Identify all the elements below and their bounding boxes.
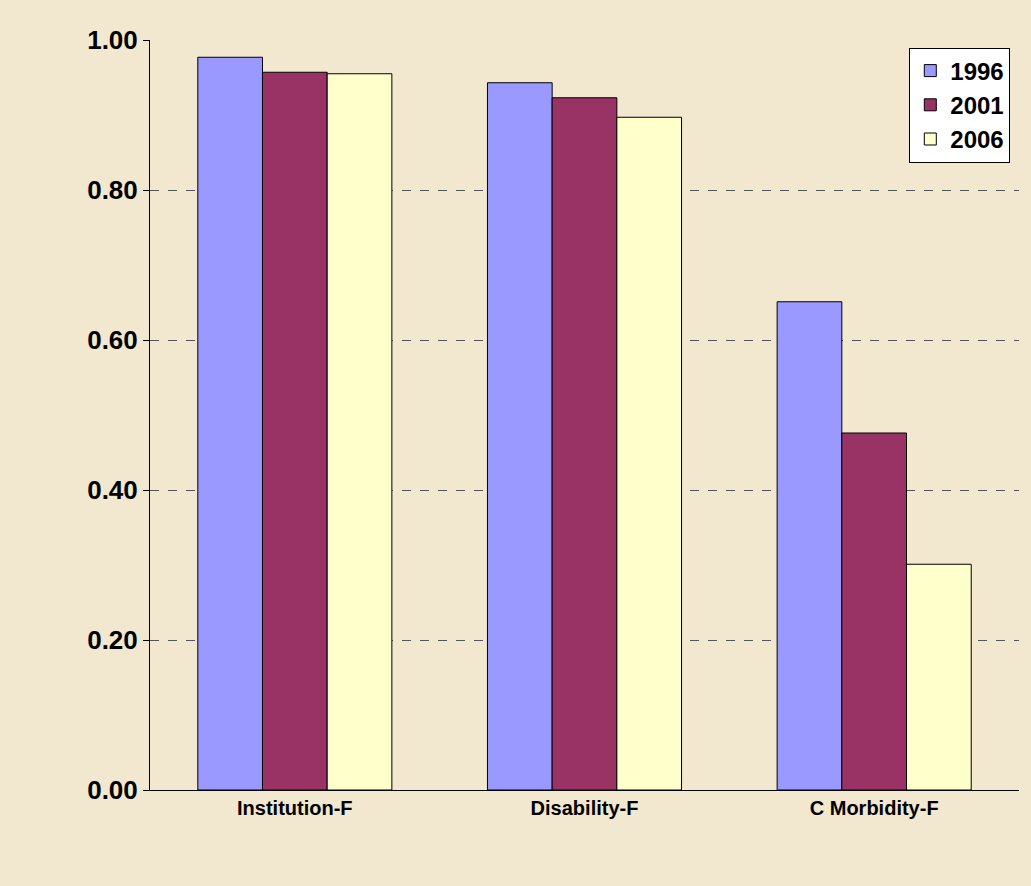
svg-text:0.00: 0.00 — [87, 775, 138, 805]
svg-text:Disability-F: Disability-F — [531, 797, 639, 819]
svg-text:0.80: 0.80 — [87, 175, 138, 205]
svg-text:C Morbidity-F: C Morbidity-F — [810, 797, 939, 819]
svg-text:0.40: 0.40 — [87, 475, 138, 505]
svg-text:2006: 2006 — [950, 126, 1003, 153]
svg-text:Institution-F: Institution-F — [237, 797, 353, 819]
svg-text:1996: 1996 — [950, 58, 1003, 85]
svg-text:1.00: 1.00 — [87, 25, 138, 55]
svg-text:0.60: 0.60 — [87, 325, 138, 355]
svg-text:2001: 2001 — [950, 92, 1003, 119]
svg-text:0.20: 0.20 — [87, 625, 138, 655]
